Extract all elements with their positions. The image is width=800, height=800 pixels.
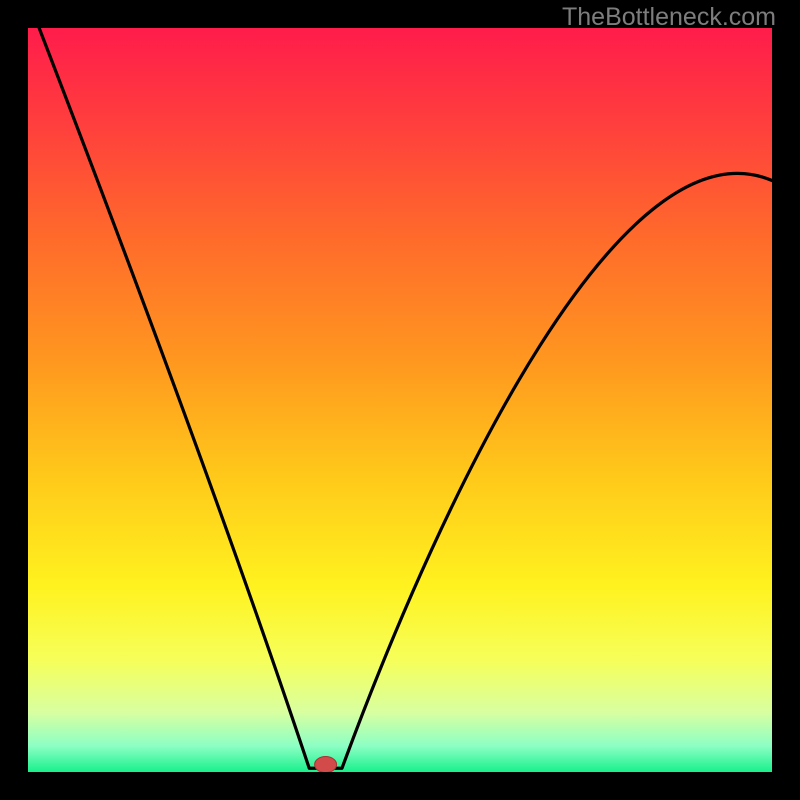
bottleneck-curve xyxy=(39,28,772,768)
curve-layer xyxy=(28,28,772,772)
plot-area xyxy=(28,28,772,772)
watermark-text: TheBottleneck.com xyxy=(562,3,776,32)
min-marker-dot xyxy=(315,757,337,772)
chart-container: TheBottleneck.com xyxy=(0,0,800,800)
